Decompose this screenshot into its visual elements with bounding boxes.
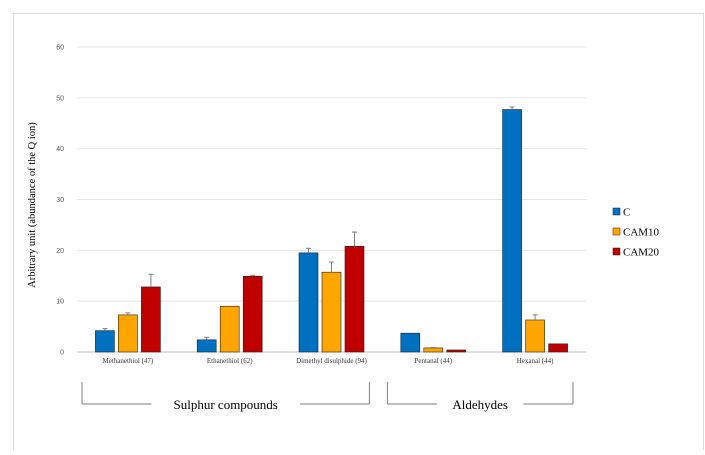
bar (423, 347, 444, 353)
y-tick-label: 20 (56, 248, 64, 255)
bar (446, 349, 467, 353)
legend-label: CAM20 (623, 247, 660, 259)
legend-label: C (623, 207, 630, 219)
bar (548, 343, 568, 353)
bar (118, 314, 138, 353)
bar (321, 271, 342, 353)
legend-label: CAM10 (623, 227, 660, 239)
y-tick-label: 50 (56, 95, 64, 102)
legend-swatch (612, 207, 621, 216)
y-tick-label: 40 (56, 146, 64, 153)
x-tick-label: Hexanal (44) (517, 357, 554, 365)
bar (219, 305, 240, 353)
legend: C CAM10 CAM20 (612, 207, 660, 259)
group-label: Sulphur compounds (174, 397, 278, 412)
x-tick-label: Ethanethiol (62) (207, 357, 253, 365)
bar (400, 332, 421, 353)
x-tick-label: Methanethiol (47) (103, 357, 154, 365)
y-tick-label: 30 (56, 197, 64, 204)
x-tick-label: Pentanal (44) (415, 357, 453, 365)
bar (344, 245, 365, 353)
bar (298, 252, 319, 353)
x-tick-labels: Methanethiol (47) Ethanethiol (62) Dimethy… (103, 357, 555, 365)
y-axis-label: Arbitrary unit (abundance of the Q ion) (27, 122, 38, 288)
bar (525, 319, 545, 353)
bar (502, 109, 522, 353)
y-tick-labels: 0 10 20 30 40 50 60 (56, 45, 64, 357)
bars (95, 109, 568, 353)
error-bars (102, 106, 538, 348)
group-label: Aldehydes (452, 397, 508, 412)
gridlines (77, 46, 586, 353)
legend-swatch (612, 227, 621, 236)
chart-border (13, 13, 704, 455)
y-tick-label: 0 (60, 350, 64, 357)
legend-swatch (612, 247, 621, 256)
x-tick-label: Dimethyl disulphide (94) (296, 357, 367, 365)
bar (95, 330, 115, 353)
bar (196, 339, 217, 353)
y-tick-label: 60 (56, 45, 64, 52)
y-tick-label: 10 (56, 299, 64, 306)
bar (141, 286, 161, 353)
category-groups: Sulphur compounds Aldehydes (81, 382, 574, 412)
bar (242, 275, 263, 353)
